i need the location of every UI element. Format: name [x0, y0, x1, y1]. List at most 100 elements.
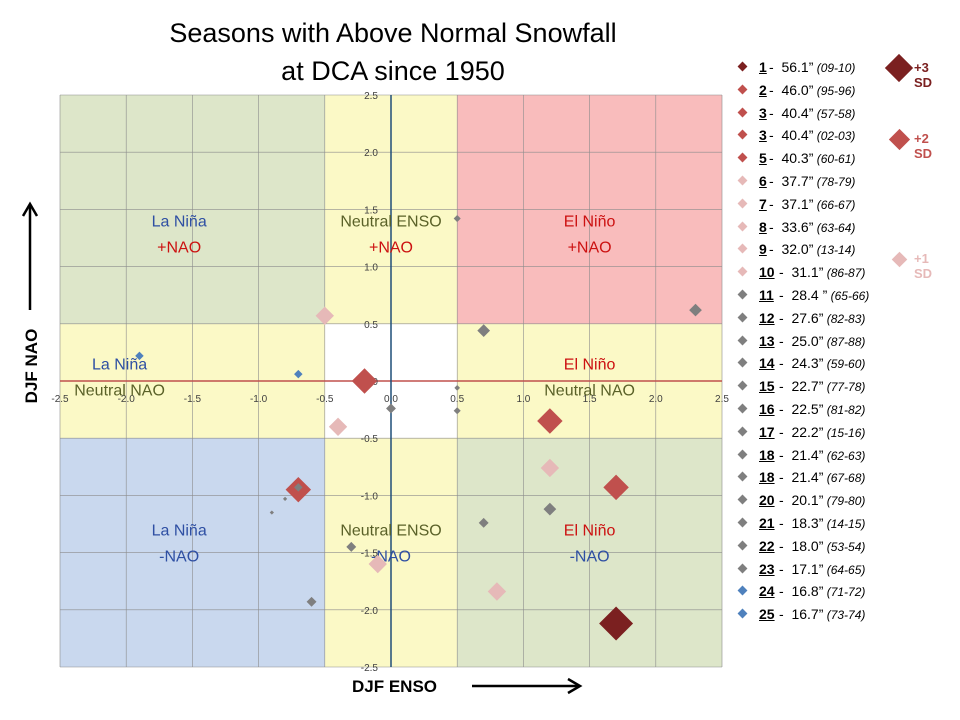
legend-marker-icon — [737, 61, 748, 72]
legend-rank: 7 — [759, 195, 767, 212]
legend-season: (63-64) — [813, 220, 856, 235]
legend-item: 21- 18.3” (14-15) — [735, 513, 960, 536]
legend-text: - 21.4” (67-68) — [779, 469, 866, 486]
x-tick-label: 0.0 — [384, 394, 398, 405]
x-tick-label: 0.5 — [450, 394, 464, 405]
legend-marker-icon — [737, 380, 748, 391]
axes — [60, 95, 722, 667]
legend-text: - 22.2” (15-16) — [779, 423, 866, 440]
region-label: La Niña — [152, 214, 207, 231]
legend-season: (81-82) — [823, 402, 866, 417]
legend-snowfall: 22.5” — [791, 400, 824, 417]
data-point-21 — [454, 385, 461, 391]
legend-item: 22- 18.0” (53-54) — [735, 536, 960, 559]
legend-rank: 13 — [759, 332, 775, 349]
legend-rank: 22 — [759, 537, 775, 554]
x-tick-label: -2.0 — [118, 394, 136, 405]
legend-item: 14- 24.3” (59-60) — [735, 353, 960, 376]
data-point-19 — [453, 215, 461, 223]
legend-item: 3- 40.4” (02-03) — [735, 125, 960, 148]
y-tick-label: -2.0 — [361, 606, 379, 617]
legend-marker-icon — [737, 84, 748, 95]
legend-rank: 17 — [759, 423, 775, 440]
data-point-24 — [294, 369, 303, 379]
region-labels: La Niña +NAO Neutral ENSO +NAO El Niño +NAO La… — [74, 214, 635, 566]
legend-marker-icon — [737, 585, 748, 596]
legend-season: (86-87) — [823, 266, 866, 281]
legend-marker-icon — [737, 471, 748, 482]
legend-rank: 9 — [759, 241, 767, 258]
region-label: +NAO — [157, 240, 201, 257]
legend-item: 13- 25.0” (87-88) — [735, 331, 960, 354]
legend-item: 18- 21.4” (62-63) — [735, 445, 960, 468]
data-point-14 — [306, 596, 317, 607]
x-tick-label: 1.0 — [516, 394, 530, 405]
legend-marker-icon — [737, 243, 748, 254]
chart-title-line-1: Seasons with Above Normal Snowfall — [169, 18, 617, 48]
sd-label: +1 SD — [914, 251, 933, 281]
legend-marker-icon — [737, 517, 748, 528]
legend-rank: 3 — [759, 127, 767, 144]
legend-season: (64-65) — [823, 562, 866, 577]
legend-rank: 10 — [759, 264, 775, 281]
region-label: El Niño — [564, 357, 616, 374]
legend-item: 16- 22.5” (81-82) — [735, 399, 960, 422]
legend-snowfall: 56.1” — [781, 59, 814, 75]
legend-season: (67-68) — [823, 471, 866, 486]
legend-rank: 18 — [759, 469, 775, 486]
region-label: El Niño — [564, 214, 616, 231]
legend-snowfall: 28.4 ” — [791, 286, 828, 303]
legend-text: - 28.4 ” (65-66) — [779, 286, 870, 303]
legend-season: (65-66) — [827, 288, 870, 303]
y-tick-label: -1.5 — [361, 549, 379, 560]
data-point-11 — [477, 324, 491, 338]
data-point-5 — [351, 368, 378, 394]
legend-marker-icon — [737, 152, 748, 163]
legend-item: 24- 16.8” (71-72) — [735, 581, 960, 604]
region-label: Neutral ENSO — [340, 522, 441, 539]
legend-marker-icon — [737, 357, 748, 368]
legend-text: - 40.3” (60-61) — [769, 150, 856, 167]
x-tick-label: -0.5 — [316, 394, 334, 405]
data-point-8 — [368, 554, 387, 574]
legend-marker-icon — [737, 129, 748, 140]
legend-marker-icon — [737, 312, 748, 323]
legend-text: - 16.7” (73-74) — [779, 606, 866, 623]
legend-marker-icon — [737, 426, 748, 437]
region-label: Neutral ENSO — [340, 214, 441, 231]
legend-season: (87-88) — [823, 334, 866, 349]
legend-item: 7- 37.1” (66-67) — [735, 194, 960, 217]
legend-season: (57-58) — [813, 106, 856, 121]
legend-snowfall: 16.8” — [791, 583, 824, 600]
legend-marker-icon — [737, 198, 748, 209]
legend-snowfall: 37.7” — [781, 172, 814, 189]
legend-item: 9- 32.0” (13-14) — [735, 239, 960, 262]
y-tick-label: -1.0 — [361, 491, 379, 502]
data-point-1 — [599, 606, 634, 641]
legend-season: (09-10) — [813, 61, 856, 75]
legend-marker-icon — [737, 608, 748, 619]
legend-text: - 32.0” (13-14) — [769, 241, 856, 258]
legend-item: 6- 37.7” (78-79) — [735, 171, 960, 194]
legend-snowfall: 20.1” — [791, 492, 824, 509]
legend-rank: 2 — [759, 81, 767, 98]
legend-item: 10- 31.1” (86-87) — [735, 262, 960, 285]
legend-rank: 6 — [759, 172, 767, 189]
x-tick-label: 2.0 — [649, 394, 663, 405]
legend-rank: 23 — [759, 560, 775, 577]
chart-title-line-2: at DCA since 1950 — [281, 56, 505, 86]
data-point-25 — [135, 351, 144, 361]
legend-snowfall: 16.7” — [791, 606, 824, 623]
data-point-16 — [478, 517, 489, 528]
legend-snowfall: 22.7” — [791, 378, 824, 395]
legend-item: 2- 46.0” (95-96) — [735, 80, 960, 103]
legend-snowfall: 27.6” — [791, 309, 824, 326]
data-point-17 — [386, 403, 396, 414]
legend-season: (62-63) — [823, 448, 866, 463]
legend-item: 25- 16.7” (73-74) — [735, 604, 960, 627]
legend-text: - 46.0” (95-96) — [769, 81, 856, 98]
data-point-4 — [603, 474, 629, 501]
legend-rank: 18 — [759, 446, 775, 463]
x-tick-label: 2.5 — [715, 394, 729, 405]
